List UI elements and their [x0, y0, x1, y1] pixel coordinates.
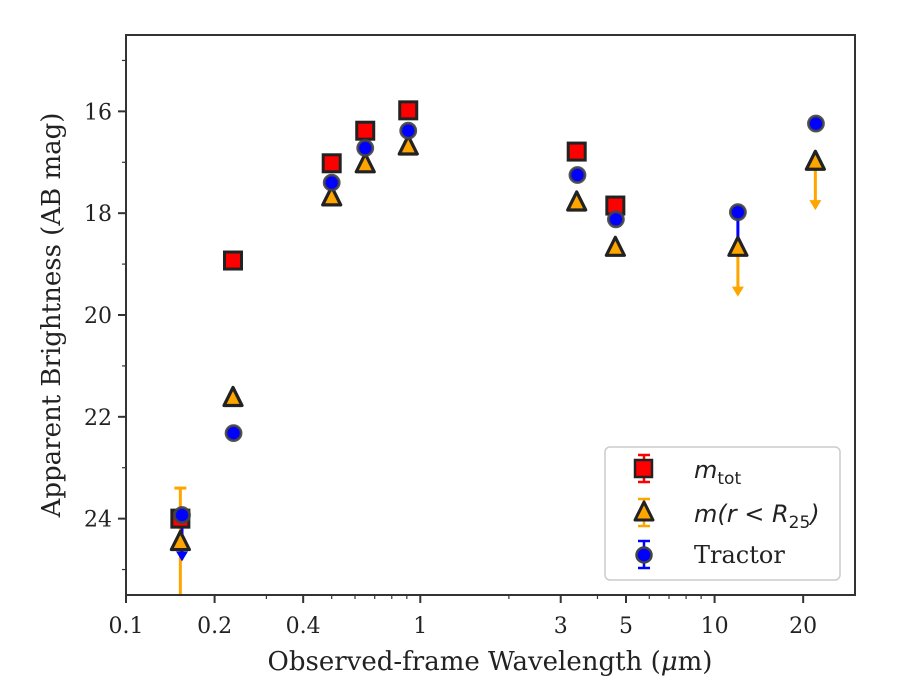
- tractor-circle-point: [224, 424, 243, 443]
- y-axis-title: Apparent Brightness (AB mag): [37, 113, 67, 519]
- tractor-circle-point: [356, 139, 375, 157]
- legend-entry-mr25: m(r < R25): [633, 497, 820, 533]
- triangle-upper-limit-arrow: [809, 200, 822, 211]
- x-axis-title: Observed-frame Wavelength (μm): [268, 647, 713, 677]
- legend-square-marker: [633, 458, 654, 479]
- tractor-circle-point: [728, 203, 747, 222]
- mtot-square-point: [223, 250, 244, 271]
- x-tick-label: 0.4: [286, 614, 321, 639]
- plot-frame: [125, 34, 856, 596]
- mtot-square-point: [321, 153, 342, 174]
- legend-entry-tractor: Tractor: [635, 539, 785, 570]
- mr25-triangle-point: [321, 185, 343, 207]
- legend: mtot m(r < R25) Tractor: [604, 446, 841, 581]
- legend-triangle-marker: [633, 500, 655, 522]
- legend-circle-marker: [635, 546, 653, 564]
- tractor-circle-point: [606, 210, 625, 229]
- x-tick-label: 10: [701, 614, 729, 639]
- tractor-circle-point: [322, 173, 341, 192]
- x-tick-label: 0.1: [109, 614, 144, 639]
- mr25-triangle-point: [397, 134, 419, 156]
- y-tick-label: 18: [84, 202, 112, 227]
- tractor-circle-point: [568, 166, 587, 184]
- x-tick-label: 20: [789, 614, 817, 639]
- y-tick-label: 20: [84, 304, 112, 329]
- legend-box: [604, 446, 841, 581]
- circle-upper-limit-arrow: [176, 551, 189, 562]
- tractor-circle-point: [173, 506, 191, 524]
- mr25-triangle-point: [169, 529, 191, 552]
- mr25-triangle-point: [354, 152, 376, 174]
- legend-entry-mtot: mtot: [633, 453, 741, 489]
- data-marks-layer: [169, 100, 826, 595]
- x-tick-label: 5: [619, 614, 633, 639]
- tractor-circle-point: [807, 114, 825, 133]
- x-tick-label: 0.2: [197, 614, 232, 639]
- mtot-square-point: [355, 120, 376, 141]
- y-tick-label: 24: [84, 508, 112, 533]
- mr25-triangle-point: [222, 385, 244, 408]
- mr25-triangle-point: [566, 190, 588, 212]
- tractor-circle-point: [399, 121, 418, 140]
- axis-ticks-layer: 0.1 0.2 0.4 1 3 5 10 20 16 18 20 22 24: [84, 59, 817, 639]
- x-tick-label: 3: [554, 614, 568, 639]
- legend-mr25-label: m(r < R25): [694, 500, 820, 533]
- mtot-square-point: [398, 100, 419, 121]
- mr25-triangle-point: [804, 149, 826, 171]
- mtot-square-point: [566, 141, 587, 162]
- triangle-upper-limit-arrow: [731, 286, 744, 297]
- mr25-triangle-point: [727, 235, 749, 257]
- y-tick-label: 22: [84, 406, 112, 431]
- legend-mtot-label: mtot: [694, 456, 741, 489]
- legend-tractor-label: Tractor: [694, 541, 785, 569]
- mr25-triangle-point: [604, 235, 626, 257]
- x-tick-label: 1: [413, 614, 427, 639]
- y-tick-label: 16: [84, 100, 112, 125]
